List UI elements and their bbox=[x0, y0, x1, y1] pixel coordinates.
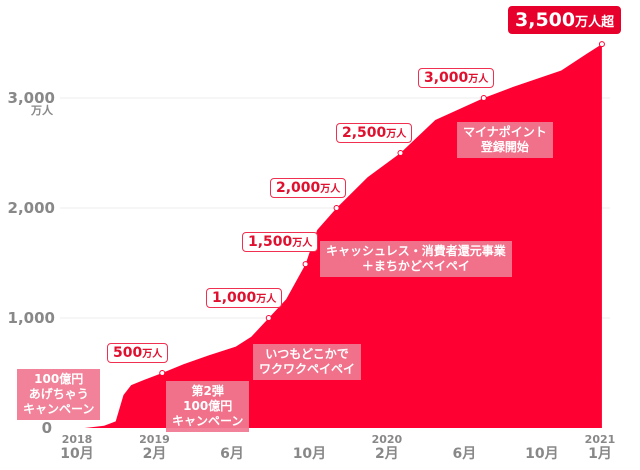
y-tick-label: 3,000 bbox=[8, 89, 55, 107]
milestone-1000: 1,000万人 bbox=[206, 288, 283, 308]
annotation-cashless: キャッシュレス・消費者還元事業 ＋まちかどペイペイ bbox=[320, 241, 512, 277]
milestone-2000: 2,000万人 bbox=[270, 178, 347, 198]
y-unit-label: 万人 bbox=[30, 103, 54, 117]
milestone-point bbox=[265, 315, 272, 321]
x-tick-year: 2020 bbox=[372, 433, 403, 446]
x-tick-label: 10月 bbox=[60, 446, 93, 462]
milestone-2500: 2,500万人 bbox=[336, 123, 413, 143]
y-tick-label: 2,000 bbox=[8, 199, 55, 217]
milestone-3500: 3,500万人超 bbox=[508, 6, 622, 34]
x-tick-label: 10月 bbox=[293, 446, 326, 462]
milestone-point bbox=[159, 370, 166, 376]
annotation-campaign-2: 第2弾 100億円 キャンペーン bbox=[166, 381, 250, 432]
y-tick-label: 0 bbox=[42, 419, 52, 437]
milestone-1500: 1,500万人 bbox=[242, 232, 319, 252]
milestone-500: 500万人 bbox=[107, 343, 169, 363]
milestone-point bbox=[480, 95, 487, 101]
x-tick-label: 6月 bbox=[453, 446, 477, 462]
annotation-mynapoint: マイナポイント 登録開始 bbox=[457, 122, 553, 158]
x-tick-label: 1月 bbox=[588, 446, 612, 462]
milestone-point bbox=[598, 41, 605, 48]
x-tick-label: 2月 bbox=[375, 446, 399, 462]
milestone-point bbox=[302, 261, 309, 268]
x-tick-label: 10月 bbox=[525, 446, 558, 462]
x-tick-year: 2021 bbox=[585, 433, 616, 446]
x-tick-label: 2月 bbox=[143, 446, 167, 462]
x-tick-label: 6月 bbox=[220, 446, 244, 462]
milestone-point bbox=[333, 205, 340, 211]
milestone-3000: 3,000万人 bbox=[418, 68, 495, 88]
milestone-point bbox=[397, 150, 404, 156]
y-tick-label: 1,000 bbox=[8, 309, 55, 327]
x-tick-year: 2018 bbox=[62, 433, 93, 446]
annotation-wakuwaku: いつもどこかで ワクワクペイペイ bbox=[253, 344, 362, 380]
annotation-campaign-1: 100億円 あげちゃう キャンペーン bbox=[17, 369, 101, 420]
x-tick-year: 2019 bbox=[139, 433, 170, 446]
